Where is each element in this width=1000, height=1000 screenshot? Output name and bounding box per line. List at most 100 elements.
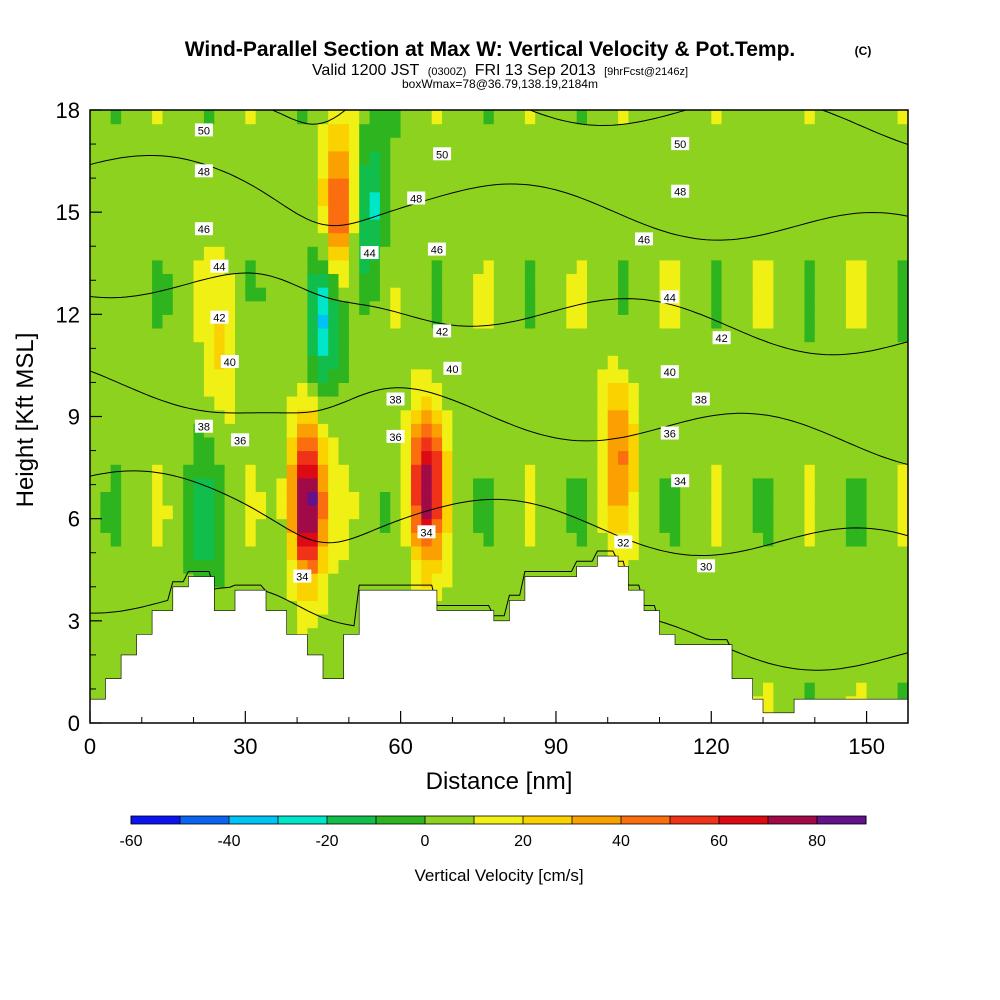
velocity-cell [742,573,754,588]
velocity-cell [172,505,184,520]
velocity-cell [876,123,888,138]
velocity-cell [752,505,764,520]
velocity-cell [514,219,526,234]
velocity-cell [783,423,795,438]
velocity-cell [576,491,588,506]
velocity-cell [773,586,785,601]
velocity-cell [141,246,153,261]
velocity-cell [183,164,195,179]
velocity-cell [628,382,640,397]
velocity-cell [131,287,143,302]
velocity-cell [597,246,609,261]
velocity-cell [152,382,164,397]
velocity-cell [400,436,412,452]
velocity-cell [442,259,454,274]
velocity-cell [618,137,630,152]
velocity-cell [607,532,619,547]
velocity-cell [307,150,319,166]
velocity-cell [421,368,433,383]
velocity-cell [732,150,743,166]
velocity-cell [659,532,671,547]
velocity-cell [390,314,402,329]
velocity-cell [628,273,640,288]
velocity-cell [483,491,495,506]
velocity-cell [535,423,547,438]
velocity-cell [110,505,122,520]
velocity-cell [442,191,454,206]
velocity-cell [338,110,350,125]
velocity-cell [203,110,215,125]
velocity-cell [566,191,578,206]
velocity-cell [680,191,692,206]
velocity-cell [400,423,412,438]
velocity-cell [286,518,298,533]
velocity-cell [131,518,143,533]
velocity-cell [203,341,215,356]
velocity-cell [897,191,908,206]
velocity-cell [493,355,505,370]
velocity-cell [566,137,578,152]
velocity-cell [121,355,133,370]
velocity-cell [597,423,609,438]
x-tick-label: 120 [693,734,730,759]
velocity-cell [297,137,309,152]
velocity-cell [638,314,650,329]
velocity-cell [348,137,360,152]
velocity-cell [576,205,588,220]
velocity-cell [887,300,899,315]
velocity-cell [742,600,754,615]
velocity-cell [162,505,174,520]
velocity-cell [359,505,371,520]
velocity-cell [431,219,443,234]
velocity-cell [369,436,381,452]
velocity-cell [141,273,153,288]
velocity-cell [224,368,236,383]
contour-label-bg [194,123,213,137]
velocity-cell [483,436,495,452]
velocity-cell [669,150,681,166]
velocity-cell [618,287,630,302]
velocity-cell [845,573,857,588]
velocity-cell [732,464,743,479]
velocity-cell [845,205,857,220]
velocity-cell [121,123,133,138]
velocity-cell [669,205,681,220]
velocity-cell [535,287,547,302]
velocity-cell [431,423,443,438]
velocity-cell [690,423,702,438]
velocity-cell [763,341,774,356]
velocity-cell [462,191,474,206]
velocity-cell [442,123,454,138]
velocity-cell [266,110,277,125]
velocity-cell [804,654,816,670]
velocity-cell [597,464,609,479]
velocity-cell [576,300,588,315]
velocity-cell [390,246,402,261]
velocity-cell [804,191,816,206]
velocity-cell [266,396,277,411]
velocity-cell [214,164,226,179]
velocity-cell [338,178,350,193]
velocity-cell [235,477,246,492]
velocity-cell [348,246,360,261]
velocity-cell [607,436,619,452]
velocity-cell [732,573,743,588]
velocity-cell [255,259,267,274]
velocity-cell [152,341,164,356]
velocity-cell [121,328,133,343]
velocity-cell [452,559,464,574]
contour-label-bg [407,191,426,205]
velocity-cell [452,477,464,492]
velocity-cell [172,355,184,370]
velocity-cell [659,436,671,452]
velocity-cell [121,532,133,547]
velocity-cell [266,341,277,356]
velocity-cell [845,491,857,506]
velocity-cell [255,300,267,315]
velocity-cell [887,614,899,629]
velocity-cell [214,150,226,166]
velocity-cell [379,273,391,288]
velocity-cell [172,191,184,206]
velocity-cell [649,287,661,302]
velocity-cell [721,219,733,234]
